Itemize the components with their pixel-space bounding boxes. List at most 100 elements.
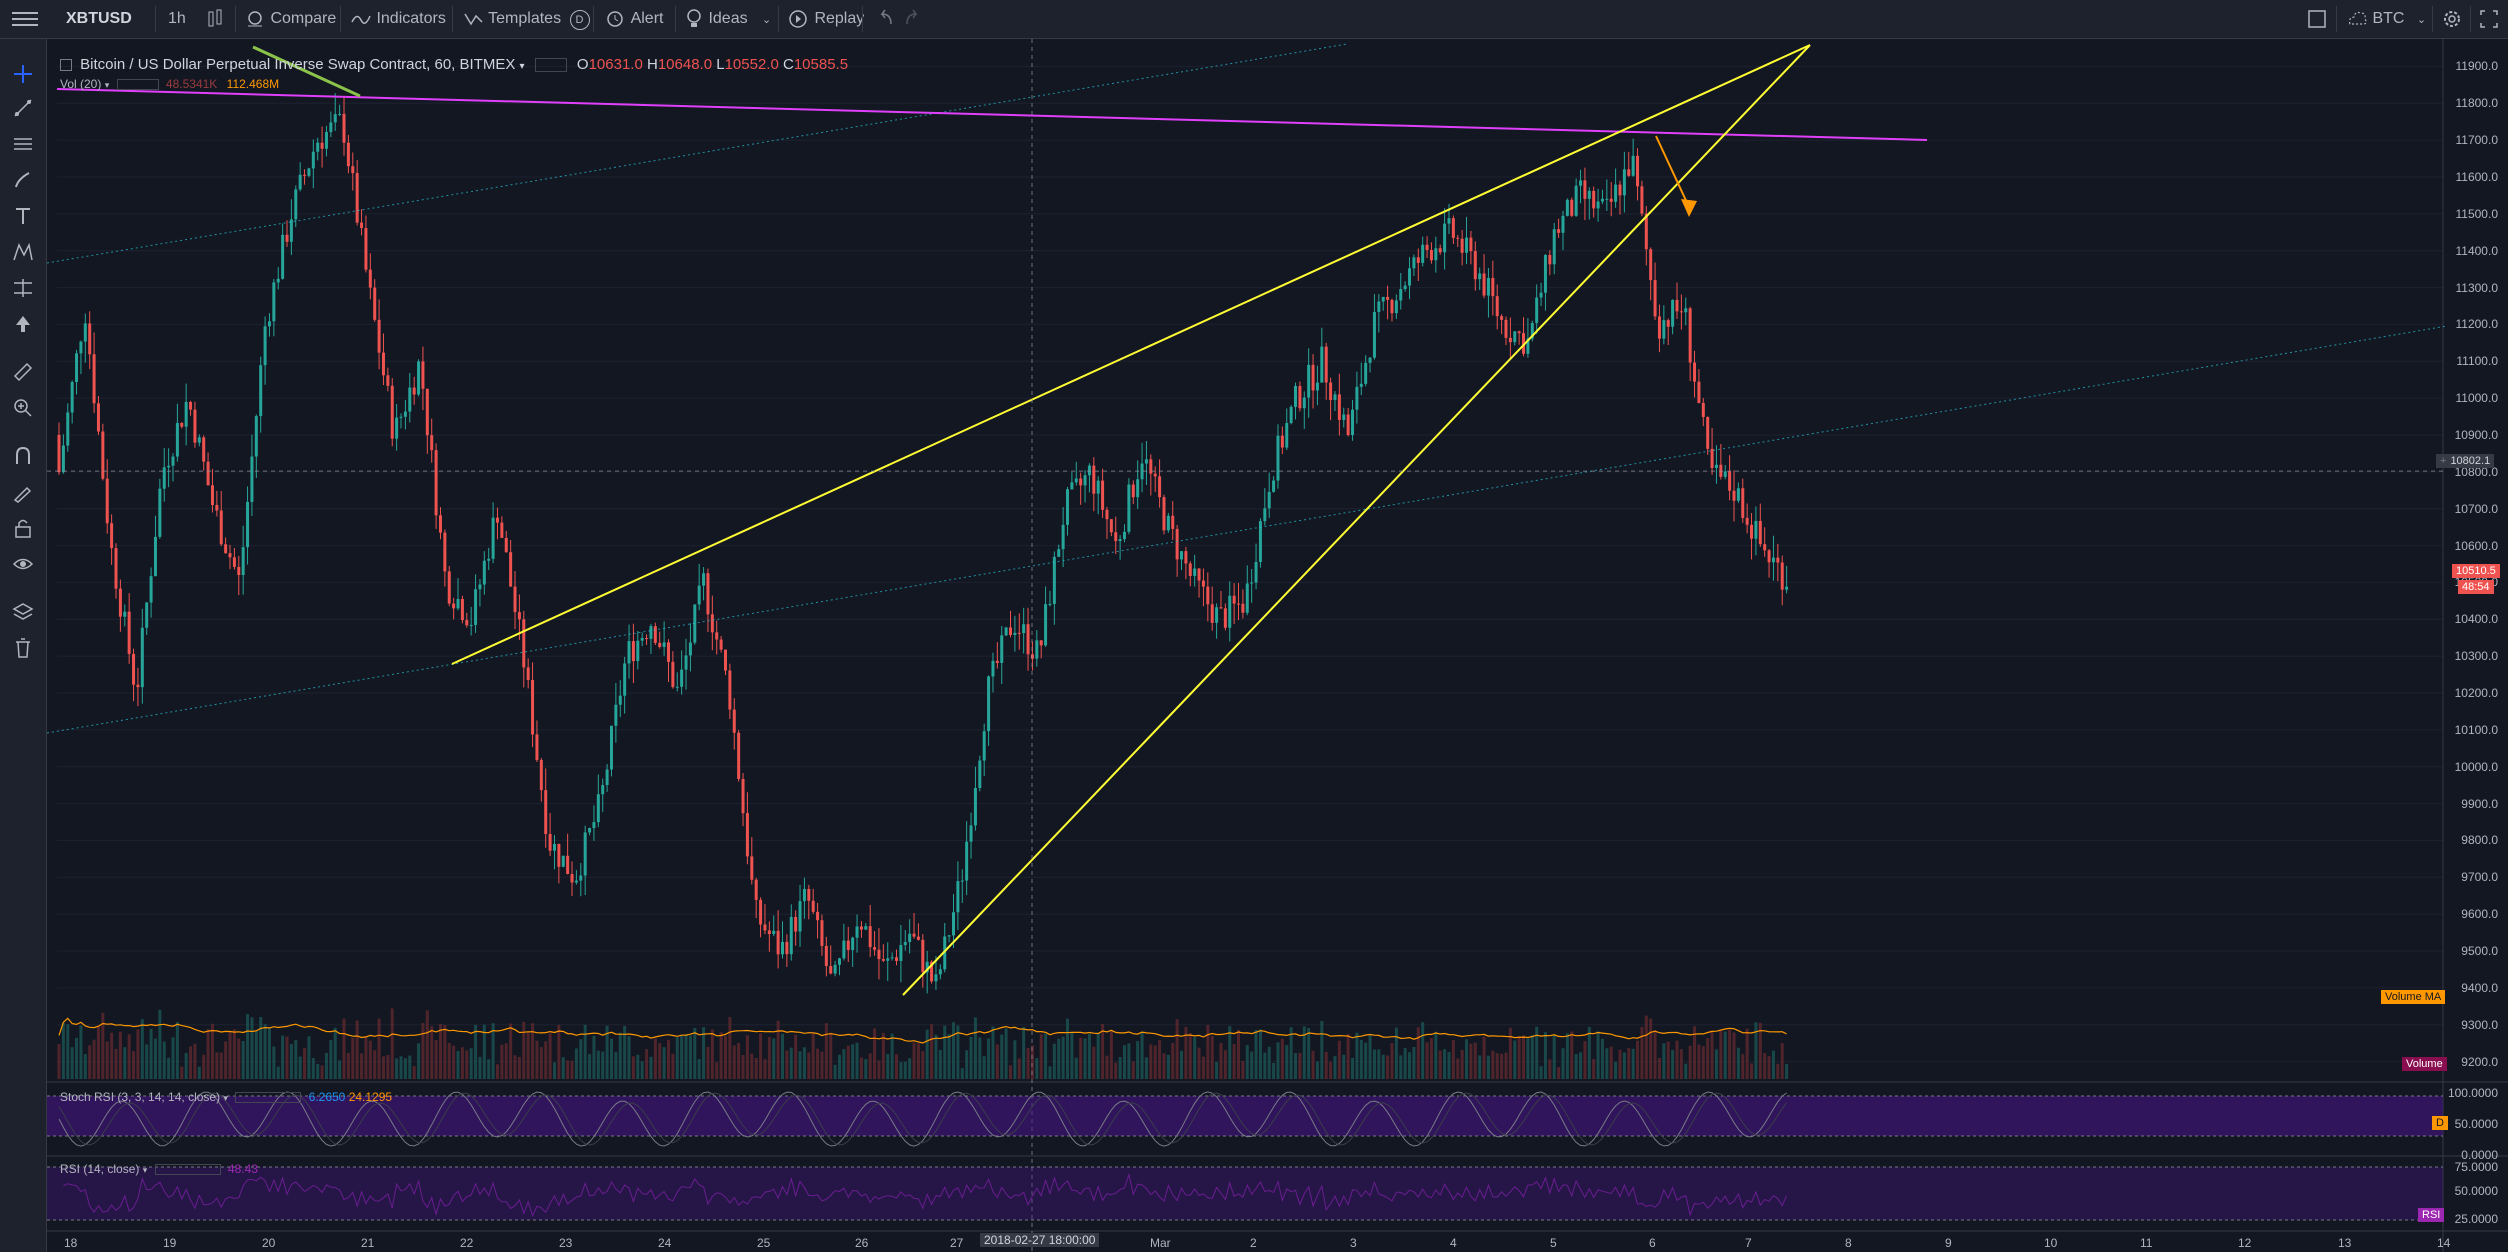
indicators-button[interactable]: Indicators	[350, 0, 446, 38]
volume-bar	[1254, 1029, 1258, 1079]
layers-icon[interactable]	[12, 601, 34, 623]
volume-bar	[250, 1017, 254, 1079]
volume-bar	[1451, 1040, 1455, 1079]
candle-body	[487, 558, 491, 561]
arrow-up-icon[interactable]	[12, 313, 34, 335]
volume-bar	[1201, 1056, 1205, 1079]
candle-body	[921, 939, 925, 973]
chevron-down-icon[interactable]: ▾	[519, 61, 525, 72]
volume-bar	[631, 1056, 635, 1079]
candle-body	[1706, 417, 1710, 449]
rising-wedge-upper	[451, 44, 1811, 665]
ruler-icon[interactable]	[12, 361, 34, 383]
candle-body	[1399, 289, 1403, 301]
volume-bar	[899, 1062, 903, 1079]
volume-bar	[219, 1052, 223, 1079]
volume-bar	[1337, 1040, 1341, 1079]
undo-icon[interactable]	[876, 0, 896, 38]
symbol-search[interactable]: XBTUSD	[66, 10, 132, 27]
eye-icon[interactable]	[12, 553, 34, 575]
candle-body	[1210, 604, 1214, 623]
volume-bar	[403, 1058, 407, 1079]
volume-bar	[1237, 1029, 1241, 1079]
price-chart[interactable]	[47, 39, 2508, 1252]
price-axis-label: 10300.0	[2454, 649, 2498, 664]
volume-bar	[132, 1051, 136, 1079]
replay-button[interactable]: Replay	[786, 0, 864, 38]
candle-body	[1285, 423, 1289, 448]
candle-body	[1618, 184, 1622, 196]
chevron-down-icon[interactable]: ▾	[142, 1165, 148, 1175]
volume-bar	[1351, 1057, 1355, 1079]
volume-bar	[1548, 1059, 1552, 1079]
fib-retracement-icon[interactable]	[12, 133, 34, 155]
currency-button[interactable]: BTC ⌄	[2346, 0, 2426, 38]
magnet-icon[interactable]	[12, 445, 34, 467]
volume-bar	[311, 1058, 315, 1079]
text-icon[interactable]	[12, 205, 34, 227]
trash-icon[interactable]	[12, 637, 34, 659]
candle-body	[965, 841, 969, 881]
replay-icon	[789, 10, 807, 28]
candle-body	[1434, 248, 1438, 261]
candle-body	[438, 515, 442, 533]
alert-button[interactable]: Alert	[603, 0, 663, 38]
volume-bar	[609, 1038, 613, 1079]
volume-bar	[228, 1031, 232, 1079]
volume-bar	[215, 1052, 219, 1079]
candle-body	[1298, 385, 1302, 409]
volume-bar	[1180, 1050, 1184, 1079]
candle-body	[596, 794, 600, 823]
volume-bar	[425, 1010, 429, 1079]
volume-bar	[868, 1053, 872, 1079]
volume-bar	[1030, 1045, 1034, 1079]
trend-line-icon[interactable]	[12, 97, 34, 119]
zoom-icon[interactable]	[12, 397, 34, 419]
time-axis-label: 5	[1550, 1236, 1557, 1250]
lock-icon[interactable]	[12, 517, 34, 539]
chevron-down-icon[interactable]: ▾	[104, 80, 110, 90]
ideas-button[interactable]: Ideas ⌄	[684, 0, 771, 38]
volume-bar	[408, 1055, 412, 1079]
candle-body	[509, 552, 513, 587]
crosshair-icon[interactable]	[12, 63, 34, 85]
candle-body	[877, 949, 881, 960]
volume-bar	[1636, 1040, 1640, 1079]
candle-body	[1272, 480, 1276, 492]
volume-bar	[259, 1016, 263, 1079]
interval-button[interactable]: 1h	[168, 10, 186, 27]
settings-gear-icon[interactable]	[2440, 0, 2464, 38]
volume-bar	[443, 1024, 447, 1079]
candle-body	[1465, 237, 1469, 253]
candle-body	[1289, 406, 1293, 424]
candle-body	[873, 947, 877, 950]
volume-bar	[1320, 1021, 1324, 1079]
volume-bar	[1653, 1030, 1657, 1079]
candle-body	[614, 704, 618, 726]
candle-body	[101, 431, 105, 479]
pattern-icon[interactable]	[12, 241, 34, 263]
pencil-lock-icon[interactable]	[12, 481, 34, 503]
brush-icon[interactable]	[12, 169, 34, 191]
chevron-down-icon[interactable]: ▾	[223, 1093, 228, 1103]
chart-type-icon[interactable]	[205, 0, 225, 38]
volume-bar	[136, 1029, 140, 1079]
templates-button[interactable]: Templates D	[462, 0, 590, 38]
compare-button[interactable]: Compare	[244, 0, 336, 38]
volume-bar	[167, 1057, 171, 1079]
collapse-icon[interactable]	[60, 59, 72, 72]
volume-bar	[816, 1048, 820, 1079]
volume-bar	[1311, 1050, 1315, 1079]
prediction-icon[interactable]	[12, 277, 34, 299]
series-title: Bitcoin / US Dollar Perpetual Inverse Sw…	[80, 56, 516, 73]
candle-body	[1592, 190, 1596, 209]
time-axis-label: 22	[460, 1236, 474, 1250]
fullscreen-icon[interactable]	[2478, 0, 2500, 38]
menu-icon[interactable]	[8, 0, 42, 38]
volume-bar	[329, 1039, 333, 1079]
redo-icon[interactable]	[902, 0, 922, 38]
candle-body	[259, 365, 263, 417]
candle-body	[1600, 198, 1604, 202]
volume-bar	[289, 1044, 293, 1079]
layout-icon[interactable]	[2306, 0, 2328, 38]
